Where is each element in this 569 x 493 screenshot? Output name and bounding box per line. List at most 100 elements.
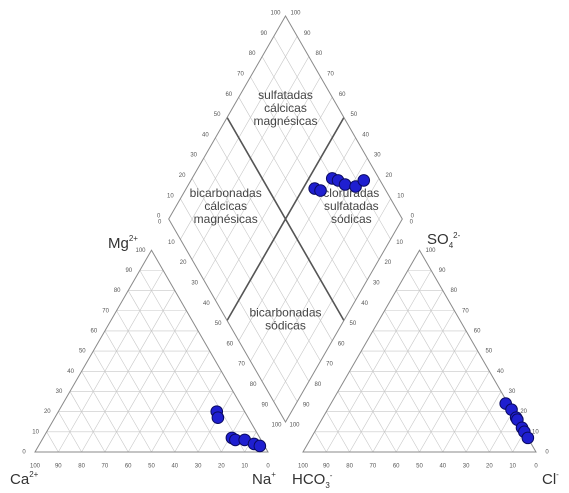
ion-label-cl: Cl- — [542, 470, 559, 488]
tick-label: 50 — [148, 464, 155, 470]
ion-label-na: Na+ — [252, 470, 276, 488]
zone-label-line: sulfatadas — [324, 199, 379, 213]
tick-label: 60 — [225, 92, 232, 98]
tick-label: 80 — [114, 288, 121, 294]
grid-line — [395, 290, 490, 453]
grid-line — [326, 411, 350, 453]
tick-label: 100 — [270, 11, 281, 17]
tick-label: 80 — [346, 464, 353, 470]
diamond-sample-point — [338, 178, 352, 191]
tick-label: 20 — [486, 464, 493, 470]
tick-label: 50 — [485, 349, 492, 355]
tick-label: 30 — [463, 464, 470, 470]
zone-label-line: magnésicas — [253, 114, 317, 128]
grid-line — [419, 350, 479, 453]
tick-label: 50 — [79, 349, 86, 355]
grid-line — [314, 431, 327, 453]
tick-label: 30 — [374, 153, 381, 159]
tick-label: 40 — [439, 464, 446, 470]
tick-label: 90 — [55, 464, 62, 470]
grid-line — [116, 310, 199, 453]
grid-line — [349, 371, 397, 453]
tick-label: 50 — [215, 321, 222, 327]
tick-label: 40 — [362, 132, 369, 138]
grid-line — [69, 391, 106, 453]
tick-label: 70 — [370, 464, 377, 470]
tick-label: 20 — [179, 173, 186, 179]
tick-label: 70 — [237, 71, 244, 77]
tick-label: 0 — [534, 464, 538, 470]
tick-label: 50 — [351, 112, 358, 118]
tick-label: 90 — [261, 402, 268, 408]
tick-label: 100 — [271, 423, 282, 429]
tick-label: 60 — [338, 341, 345, 347]
tick-label: 60 — [393, 464, 400, 470]
tick-label: 100 — [290, 11, 301, 17]
tick-label: 30 — [373, 280, 380, 286]
tick-label: 10 — [167, 193, 174, 199]
tick-label: 60 — [339, 92, 346, 98]
zone-label-line: sódicas — [265, 319, 306, 333]
ion-label-mg: Mg2+ — [108, 234, 138, 252]
tick-label: 100 — [298, 464, 309, 470]
tick-label: 80 — [250, 382, 257, 388]
cation-sample-point — [211, 411, 225, 424]
zone-label-line: bicarbonadas — [249, 306, 321, 320]
anion-triangle — [302, 249, 537, 453]
tick-label: 80 — [315, 382, 322, 388]
tick-label: 70 — [102, 308, 109, 314]
tick-label: 40 — [67, 369, 74, 375]
tick-label: 80 — [78, 464, 85, 470]
ion-label-ca: Ca2+ — [10, 470, 39, 488]
tick-label: 30 — [191, 280, 198, 286]
tick-label: 30 — [195, 464, 202, 470]
tick-label: 90 — [260, 31, 267, 37]
tick-label: 50 — [416, 464, 423, 470]
ion-labels: Mg2+ Ca2+ Na+ HCO3- SO42- Cl- — [10, 231, 559, 490]
grid-line — [104, 330, 176, 453]
tick-label: 70 — [462, 308, 469, 314]
zone-divider — [226, 117, 345, 321]
grid-lines — [46, 36, 525, 453]
grid-line — [92, 350, 152, 453]
cation-triangle — [34, 249, 269, 453]
grid-line — [58, 270, 164, 453]
grid-line — [326, 270, 432, 453]
tick-label: 60 — [91, 328, 98, 334]
tick-label: 0 — [157, 214, 161, 220]
tick-label: 70 — [102, 464, 109, 470]
zone-label-line: cálcicas — [204, 199, 247, 213]
diagram-frames — [34, 14, 537, 453]
tick-label: 60 — [226, 341, 233, 347]
tick-label: 20 — [180, 260, 187, 266]
ion-label-hco3: HCO3- — [292, 471, 333, 490]
tick-label: 50 — [214, 112, 221, 118]
grid-line — [337, 391, 374, 453]
tick-label: 100 — [289, 423, 300, 429]
grid-line — [360, 350, 420, 453]
grid-line — [372, 310, 455, 453]
grid-line — [127, 290, 222, 453]
tick-label: 30 — [190, 153, 197, 159]
zone-label-line: magnésicas — [194, 212, 258, 226]
tick-label: 0 — [22, 450, 26, 456]
tick-label: 10 — [509, 464, 516, 470]
grid-line — [465, 391, 502, 453]
tick-label: 100 — [425, 248, 436, 254]
zone-label-line: cálcicas — [264, 101, 307, 115]
grid-line — [372, 330, 444, 453]
tick-label: 10 — [168, 240, 175, 246]
tick-label: 20 — [386, 173, 393, 179]
tick-label: 20 — [44, 409, 51, 415]
grid-line — [81, 371, 129, 453]
central-diamond — [168, 14, 403, 424]
anion-sample-point — [521, 431, 535, 445]
sample-points — [210, 172, 535, 453]
grid-line — [151, 350, 211, 453]
tick-label: 40 — [497, 369, 504, 375]
tick-label: 50 — [350, 321, 357, 327]
tick-label: 90 — [323, 464, 330, 470]
tick-label: 60 — [474, 328, 481, 334]
tick-label: 90 — [125, 268, 132, 274]
